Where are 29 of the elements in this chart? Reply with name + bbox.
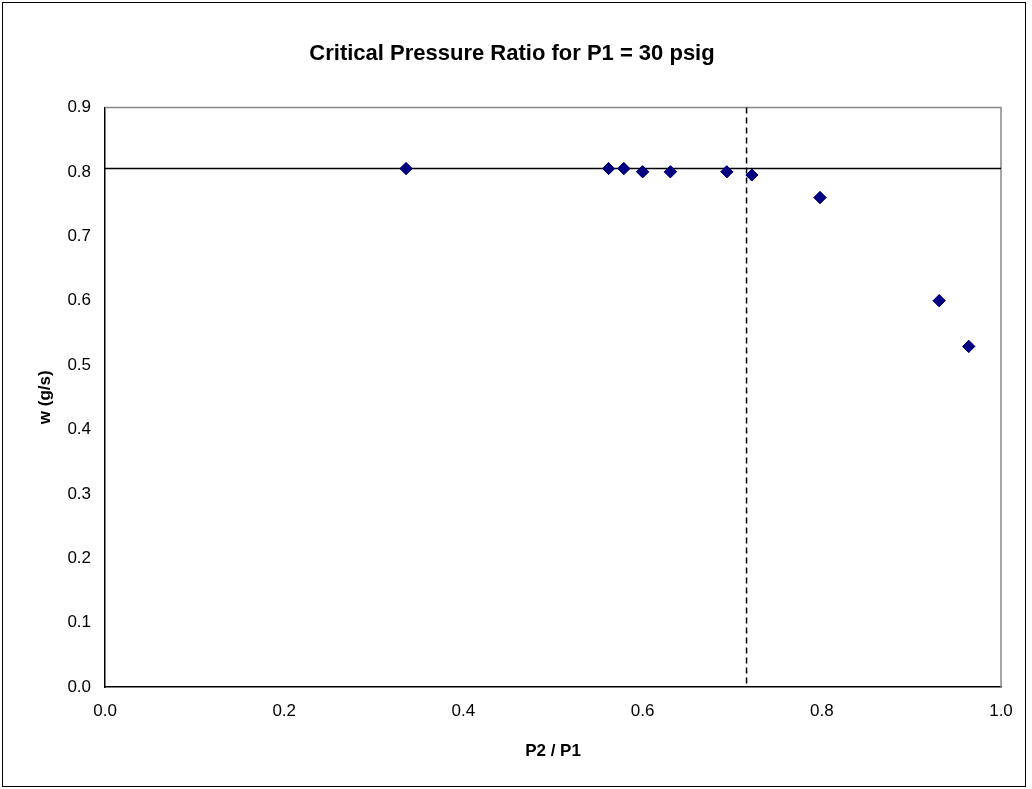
point xyxy=(636,165,650,179)
y-tick-label: 0.6 xyxy=(67,290,92,310)
point xyxy=(932,294,946,308)
x-tick-label: 0.4 xyxy=(451,701,476,721)
y-tick-label: 0.4 xyxy=(67,419,92,439)
point xyxy=(745,168,759,182)
y-tick-label: 0.7 xyxy=(67,225,92,245)
y-tick-label: 0.8 xyxy=(67,161,92,181)
chart-title: Critical Pressure Ratio for P1 = 30 psig xyxy=(309,40,715,66)
point xyxy=(602,162,616,176)
x-tick-label: 0.2 xyxy=(272,701,297,721)
y-tick-label: 0.1 xyxy=(67,612,92,632)
y-tick-label: 0.3 xyxy=(67,483,92,503)
y-axis-title: w (g/s) xyxy=(34,370,54,426)
point xyxy=(962,339,976,353)
point xyxy=(399,162,413,176)
point xyxy=(663,165,677,179)
x-tick-label: 0.0 xyxy=(93,701,117,721)
x-axis-title: P2 / P1 xyxy=(525,741,581,761)
point xyxy=(720,165,734,179)
y-tick-label: 0.2 xyxy=(67,548,92,568)
point xyxy=(617,162,631,176)
x-tick-label: 1.0 xyxy=(989,701,1013,721)
point xyxy=(813,191,827,205)
y-tick-label: 0.9 xyxy=(67,97,92,117)
x-tick-label: 0.8 xyxy=(809,701,834,721)
y-tick-label: 0.0 xyxy=(67,676,92,696)
x-tick-label: 0.6 xyxy=(630,701,655,721)
y-tick-label: 0.5 xyxy=(67,354,92,374)
